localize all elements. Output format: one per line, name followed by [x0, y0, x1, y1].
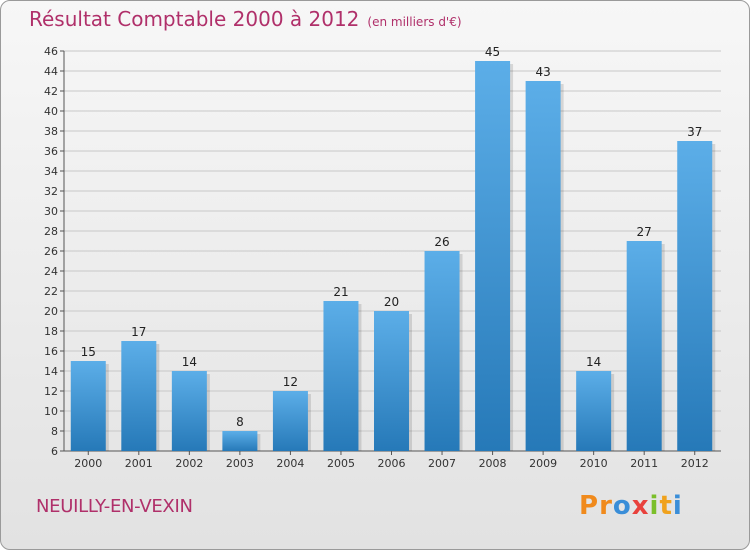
- x-tick-label-2005: 2005: [327, 457, 355, 470]
- x-tick-label-2003: 2003: [226, 457, 254, 470]
- value-label-2007: 26: [434, 235, 449, 249]
- value-label-2003: 8: [236, 415, 244, 429]
- value-label-2006: 20: [384, 295, 399, 309]
- y-tick-label: 44: [44, 65, 58, 78]
- axes: 6 8 10 12 14 16 18 20 22 24 26 28 30 32 34 36 38 40 42 44 46…: [44, 45, 721, 470]
- y-tick-label: 42: [44, 85, 58, 98]
- y-tick-label: 12: [44, 385, 58, 398]
- value-label-2012: 37: [687, 125, 702, 139]
- value-label-2005: 21: [333, 285, 348, 299]
- x-tick-label-2001: 2001: [125, 457, 153, 470]
- bar-2000: [70, 361, 106, 451]
- bar-2012: [677, 141, 713, 451]
- x-tick-label-2004: 2004: [276, 457, 304, 470]
- bar-2007: [424, 251, 460, 451]
- x-tick-label-2012: 2012: [681, 457, 709, 470]
- y-tick-label: 40: [44, 105, 58, 118]
- value-label-2008: 45: [485, 45, 500, 59]
- y-tick-label: 16: [44, 345, 58, 358]
- y-tick-label: 22: [44, 285, 58, 298]
- x-tick-label-2007: 2007: [428, 457, 456, 470]
- chart-title: Résultat Comptable 2000 à 2012 (en millie…: [29, 7, 462, 31]
- proxiti-logo: Proxiti: [579, 491, 683, 521]
- x-tick-label-2011: 2011: [630, 457, 658, 470]
- bar-2004: [272, 391, 308, 451]
- x-tick-label-2006: 2006: [378, 457, 406, 470]
- x-tick-label-2009: 2009: [529, 457, 557, 470]
- bar-2006: [374, 311, 409, 451]
- value-label-2011: 27: [637, 225, 652, 239]
- y-tick-label: 8: [51, 425, 58, 438]
- y-tick-label: 34: [44, 165, 58, 178]
- y-tick-label: 6: [51, 445, 58, 458]
- value-label-2000: 15: [81, 345, 96, 359]
- chart-unit: (en milliers d'€): [367, 15, 462, 29]
- value-label-2004: 12: [283, 375, 298, 389]
- bar-2010: [576, 371, 612, 451]
- bar-2009: [525, 81, 561, 451]
- value-label-2009: 43: [535, 65, 550, 79]
- y-tick-label: 28: [44, 225, 58, 238]
- y-tick-label: 32: [44, 185, 58, 198]
- y-tick-label: 30: [44, 205, 58, 218]
- logo-letter: o: [612, 491, 632, 521]
- logo-letter: i: [649, 491, 660, 521]
- y-tick-label: 26: [44, 245, 58, 258]
- bar-2008: [475, 61, 511, 451]
- y-tick-label: 18: [44, 325, 58, 338]
- x-tick-label-2000: 2000: [74, 457, 102, 470]
- bar-2001: [121, 341, 157, 451]
- x-tick-label-2002: 2002: [175, 457, 203, 470]
- y-tick-label: 20: [44, 305, 58, 318]
- x-tick-label-2008: 2008: [479, 457, 507, 470]
- y-tick-label: 14: [44, 365, 58, 378]
- value-label-2002: 14: [182, 355, 197, 369]
- commune-name: NEUILLY-EN-VEXIN: [36, 496, 193, 517]
- bar-2011: [626, 241, 662, 451]
- value-label-2001: 17: [131, 325, 146, 339]
- logo-letter: i: [672, 491, 683, 521]
- logo-letter: x: [631, 491, 650, 521]
- bar-2003: [222, 431, 258, 451]
- y-tick-label: 10: [44, 405, 58, 418]
- labels: 15 17 14 8 12 21 20 26 45 43 14 27 37: [81, 45, 703, 429]
- logo-letter: P: [579, 491, 600, 521]
- y-tick-label: 36: [44, 145, 58, 158]
- bar-2002: [171, 371, 207, 451]
- y-tick-label: 24: [44, 265, 58, 278]
- value-label-2010: 14: [586, 355, 601, 369]
- x-tick-label-2010: 2010: [580, 457, 608, 470]
- y-tick-label: 38: [44, 125, 58, 138]
- logo-letter: t: [659, 491, 673, 521]
- y-tick-label: 46: [44, 45, 58, 58]
- logo-letter: r: [599, 491, 613, 521]
- chart-title-text: Résultat Comptable 2000 à 2012: [29, 7, 360, 31]
- bar-2005: [323, 301, 359, 451]
- bars: [70, 61, 716, 451]
